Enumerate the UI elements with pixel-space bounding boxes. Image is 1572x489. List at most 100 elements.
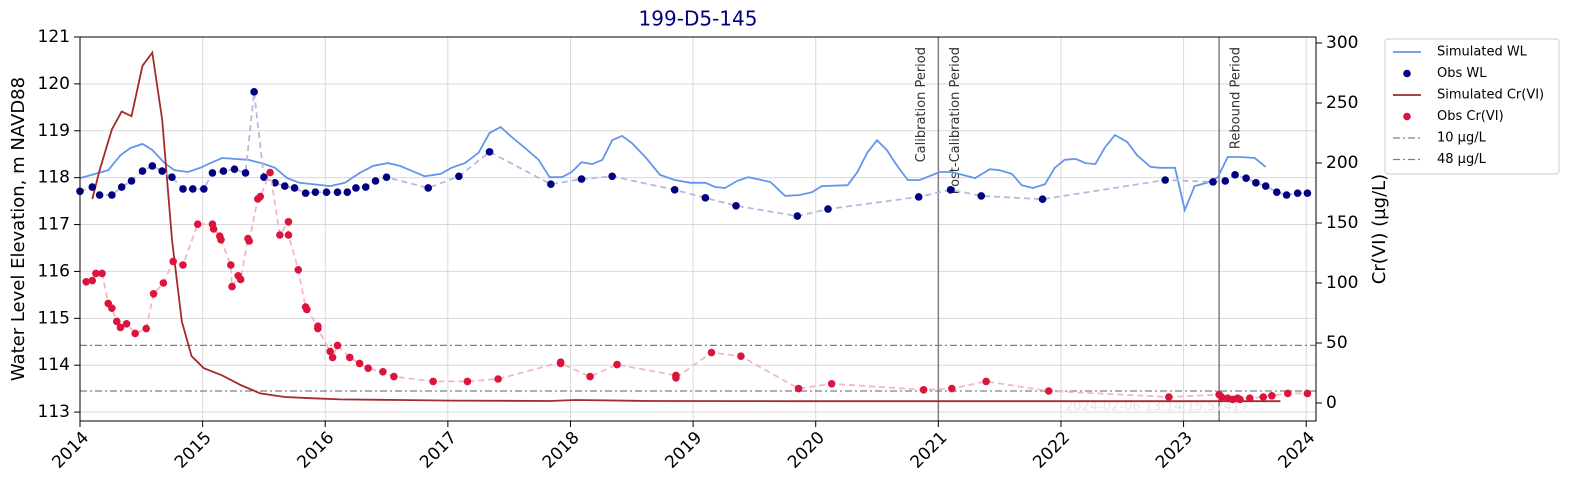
obs-point	[148, 162, 157, 170]
obs-point	[1217, 393, 1226, 401]
obs-point	[208, 169, 217, 177]
legend-label: Simulated Cr(VI)	[1437, 88, 1544, 103]
obs-point	[977, 192, 986, 200]
grid	[79, 36, 1316, 421]
obs-point	[946, 186, 955, 194]
x-tick-label: 2016	[294, 428, 339, 473]
obs-point	[1252, 179, 1260, 187]
obs-point	[131, 329, 139, 338]
obs-point	[200, 185, 208, 193]
y2-tick-label: 100	[1326, 273, 1358, 293]
obs-point	[577, 175, 586, 183]
obs-point	[88, 276, 97, 285]
obs-point	[914, 193, 923, 201]
obs-point	[303, 305, 311, 314]
obs-point	[672, 374, 680, 382]
obs-point	[547, 180, 555, 189]
obs-point	[328, 353, 337, 362]
obs-point	[1209, 178, 1217, 186]
y2-tick-label: 300	[1326, 33, 1358, 53]
obs-point	[227, 261, 235, 269]
obs-point	[1261, 182, 1270, 190]
obs-point	[1242, 174, 1250, 182]
x-tick-label: 2022	[1029, 428, 1074, 473]
y-tick-label: 118	[38, 168, 70, 188]
obs-point	[116, 323, 125, 332]
obs-point	[1245, 394, 1254, 403]
obs-point	[88, 183, 97, 191]
obs-point	[345, 353, 354, 362]
obs-point	[193, 220, 202, 228]
obs-point	[1044, 387, 1053, 395]
period-label: Calibration Period	[914, 47, 929, 162]
y-tick-label: 113	[38, 402, 70, 422]
obs-point	[256, 192, 265, 201]
y-tick-label: 121	[38, 27, 70, 47]
obs-point	[159, 279, 168, 287]
obs-point	[189, 185, 197, 193]
obs-point	[919, 386, 928, 394]
watermark: 2024-02-06 13:14:15.57417	[1065, 400, 1249, 415]
obs-point	[98, 269, 106, 278]
plot-area: Calibration Period Post-Calibration Perio…	[76, 37, 1316, 421]
obs-point	[586, 372, 594, 381]
x-tick-label: 2020	[784, 428, 829, 473]
y2-tick-label: 200	[1326, 153, 1358, 173]
obs-point	[271, 179, 279, 187]
obs-point	[1165, 393, 1173, 401]
chart-title: 199-D5-145	[639, 7, 758, 31]
obs-point	[608, 172, 616, 181]
y-tick-label: 116	[38, 261, 70, 281]
obs-point	[250, 88, 258, 96]
obs-point	[179, 261, 187, 269]
obs-point	[301, 189, 310, 197]
obs-point	[556, 359, 565, 368]
obs-point	[390, 372, 398, 381]
obs-point	[294, 266, 303, 274]
obs-point	[95, 191, 104, 199]
obs-point	[463, 377, 472, 386]
obs-point	[92, 269, 100, 278]
legend: Simulated WL Obs WL Simulated Cr(VI) Obs Cr…	[1384, 38, 1560, 175]
obs-point	[361, 183, 370, 191]
legend-label: 48 µg/L	[1437, 152, 1487, 167]
obs-point	[1283, 389, 1292, 398]
obs-point	[613, 360, 621, 369]
obs-point	[1303, 389, 1312, 398]
obs-point	[333, 341, 342, 350]
y-tick-label: 119	[38, 121, 70, 141]
obs-connector	[85, 169, 1308, 401]
obs-point	[230, 165, 239, 174]
obs-point	[485, 148, 494, 156]
obs-point	[429, 377, 437, 386]
y-tick-label: 115	[38, 308, 70, 328]
x-tick-label: 2014	[48, 428, 93, 473]
obs-point	[455, 172, 463, 181]
obs-point	[138, 167, 147, 175]
obs-point	[236, 275, 245, 284]
obs-point	[82, 278, 90, 286]
obs-point	[228, 282, 236, 291]
obs-point	[827, 380, 836, 388]
obs-point	[701, 194, 710, 202]
obs-point	[219, 167, 228, 175]
obs-point	[127, 177, 136, 185]
legend-swatch	[1403, 69, 1411, 78]
obs-point	[424, 184, 433, 192]
obs-point	[168, 173, 176, 181]
obs-point	[1038, 195, 1047, 204]
obs-point	[280, 182, 289, 190]
obs-point	[670, 186, 679, 194]
obs-point	[311, 188, 320, 196]
legend-label: Simulated WL	[1437, 45, 1528, 60]
obs-point	[260, 173, 268, 181]
obs-point	[1259, 393, 1268, 401]
obs-point	[1161, 176, 1169, 184]
obs-point	[217, 236, 225, 244]
period-label: Post-Calibration Period	[948, 47, 963, 194]
obs-point	[379, 368, 387, 376]
obs-point	[241, 169, 250, 177]
obs-point	[371, 177, 380, 185]
legend-label: 10 µg/L	[1437, 131, 1487, 146]
